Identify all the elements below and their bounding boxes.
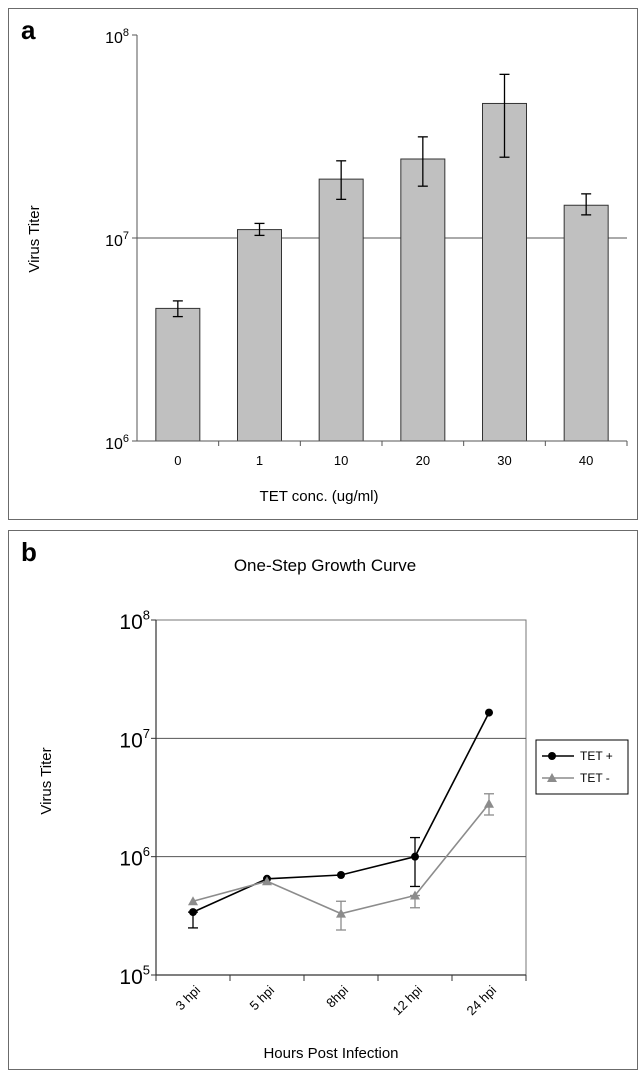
x-tick-label: 20 xyxy=(416,453,430,468)
legend-label: TET + xyxy=(580,749,613,763)
chart-title: One-Step Growth Curve xyxy=(234,556,416,575)
data-point xyxy=(410,890,420,900)
y-axis-label: Virus Titer xyxy=(26,205,43,272)
bar xyxy=(400,158,446,442)
y-tick-label: 105 xyxy=(119,963,150,989)
series-line xyxy=(192,712,490,913)
legend-label: TET - xyxy=(580,771,610,785)
y-tick-label: 107 xyxy=(119,726,150,752)
x-axis-label: Hours Post Infection xyxy=(263,1045,398,1062)
y-tick-label: 108 xyxy=(105,27,129,47)
x-tick-label: 12 hpi xyxy=(389,982,425,1018)
bar-chart: 106 107 108 0 1 10 20 30 40 TET conc. (ug/ml) V… xyxy=(26,27,628,505)
data-point xyxy=(262,876,272,886)
bar xyxy=(318,178,364,442)
data-point xyxy=(337,870,345,879)
data-point xyxy=(485,708,493,717)
series-line xyxy=(192,803,490,915)
x-tick-label: 5 hpi xyxy=(247,982,278,1013)
data-point xyxy=(484,798,494,808)
bar xyxy=(155,307,201,442)
y-tick-label: 107 xyxy=(105,230,129,250)
panel-b: b One-Step Growth Curve 105 106 107 108 3 h… xyxy=(8,530,638,1070)
x-tick-label: 40 xyxy=(579,453,593,468)
x-tick-label: 8hpi xyxy=(323,982,351,1010)
bar xyxy=(237,229,282,442)
x-tick-label: 3 hpi xyxy=(173,982,204,1013)
x-tick-label: 10 xyxy=(334,453,348,468)
y-tick-label: 106 xyxy=(119,844,150,870)
y-tick-label: 106 xyxy=(105,433,129,453)
data-point xyxy=(188,896,198,906)
legend-marker xyxy=(548,752,556,760)
panel-a-label: a xyxy=(21,15,36,45)
y-axis-label: Virus Titer xyxy=(38,747,55,814)
x-tick-label: 1 xyxy=(256,453,263,468)
legend-box xyxy=(535,739,629,795)
legend-marker xyxy=(547,773,557,782)
y-tick-label: 108 xyxy=(119,608,150,634)
x-tick-label: 0 xyxy=(174,453,181,468)
panel-a: a 106 107 108 0 1 10 20 30 40 TET conc. (ug/ml)… xyxy=(8,8,638,520)
bar xyxy=(563,204,609,442)
x-tick-label: 24 hpi xyxy=(463,982,499,1018)
panel-b-label: b xyxy=(21,537,37,567)
data-point xyxy=(189,908,197,917)
line-chart: One-Step Growth Curve 105 106 107 108 3 hpi… xyxy=(38,556,629,1062)
data-point xyxy=(336,908,346,918)
x-axis-label: TET conc. (ug/ml) xyxy=(260,488,379,505)
data-point xyxy=(411,852,419,861)
x-tick-label: 30 xyxy=(497,453,511,468)
